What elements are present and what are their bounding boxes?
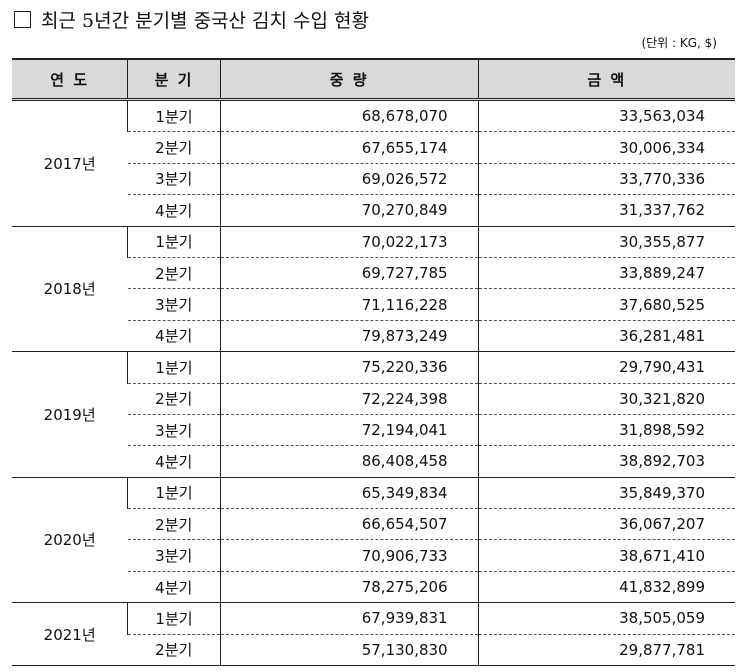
title: 최근 5년간 분기별 중국산 김치 수입 현황 — [14, 6, 369, 33]
table-body: 2017년 1분기 68,678,070 33,563,034 2분기 67,655,17… — [12, 99, 735, 667]
title-text: 최근 5년간 분기별 중국산 김치 수입 현황 — [41, 10, 370, 32]
quarter-cell: 2분기 — [127, 131, 221, 164]
column-header: 분 기 — [127, 58, 221, 101]
table-row: 2분기 72,224,398 30,321,820 — [12, 383, 735, 415]
quarter-cell: 4분기 — [127, 194, 221, 227]
table-row: 2분기 66,654,507 36,067,207 — [12, 508, 735, 541]
year-cell: 2017년 — [12, 99, 128, 227]
weight-cell: 65,349,834 — [219, 477, 479, 510]
amount-cell: 30,321,820 — [477, 383, 735, 415]
table-row: 2021년 1분기 67,939,831 38,505,059 — [12, 602, 735, 667]
quarter-cell: 1분기 — [127, 226, 221, 258]
quarter-cell: 3분기 — [127, 288, 221, 321]
table-row: 2분기 67,655,174 30,006,334 — [12, 131, 735, 164]
weight-cell: 57,130,830 — [219, 634, 479, 667]
table-row: 3분기 72,194,041 31,898,592 — [12, 414, 735, 447]
weight-cell: 68,678,070 — [219, 99, 479, 133]
weight-cell: 72,224,398 — [219, 383, 479, 415]
amount-cell: 33,563,034 — [477, 99, 735, 133]
quarter-cell: 2분기 — [127, 257, 221, 290]
title-box — [14, 11, 31, 28]
weight-cell: 66,654,507 — [219, 508, 479, 541]
column-header: 중 량 — [219, 58, 479, 101]
quarter-cell: 2분기 — [127, 634, 221, 667]
quarter-cell: 3분기 — [127, 163, 221, 196]
weight-cell: 69,026,572 — [219, 163, 479, 196]
year-cell: 2018년 — [12, 226, 128, 353]
amount-cell: 35,849,370 — [477, 477, 735, 510]
amount-cell: 38,505,059 — [477, 602, 735, 635]
amount-cell: 30,006,334 — [477, 131, 735, 164]
quarter-cell: 1분기 — [127, 477, 221, 510]
weight-cell: 70,270,849 — [219, 194, 479, 227]
column-header: 연 도 — [12, 58, 128, 101]
table-row: 3분기 71,116,228 37,680,525 — [12, 288, 735, 321]
quarter-cell: 3분기 — [127, 539, 221, 572]
unit-note: (단위 : KG, $) — [641, 36, 717, 50]
quarter-cell: 1분기 — [127, 602, 221, 635]
amount-cell: 30,355,877 — [477, 226, 735, 258]
weight-cell: 70,906,733 — [219, 539, 479, 572]
quarter-cell: 2분기 — [127, 383, 221, 415]
amount-cell: 38,892,703 — [477, 445, 735, 478]
table-row: 2분기 69,727,785 33,889,247 — [12, 257, 735, 290]
table-row: 4분기 86,408,458 38,892,703 — [12, 445, 735, 478]
amount-cell: 41,832,899 — [477, 571, 735, 604]
amount-cell: 29,877,781 — [477, 634, 735, 667]
weight-cell: 70,022,173 — [219, 226, 479, 258]
amount-cell: 31,337,762 — [477, 194, 735, 227]
weight-cell: 69,727,785 — [219, 257, 479, 290]
quarter-cell: 3분기 — [127, 414, 221, 447]
column-header: 금 액 — [477, 58, 735, 101]
amount-cell: 31,898,592 — [477, 414, 735, 447]
quarter-cell: 4분기 — [127, 320, 221, 353]
amount-cell: 29,790,431 — [477, 351, 735, 384]
table-row: 2분기 57,130,830 29,877,781 — [12, 634, 735, 667]
weight-cell: 86,408,458 — [219, 445, 479, 478]
amount-cell: 37,680,525 — [477, 288, 735, 321]
weight-cell: 67,939,831 — [219, 602, 479, 635]
amount-cell: 36,281,481 — [477, 320, 735, 353]
table-row: 3분기 70,906,733 38,671,410 — [12, 539, 735, 572]
year-cell: 2020년 — [12, 477, 128, 604]
weight-cell: 67,655,174 — [219, 131, 479, 164]
table-row: 4분기 78,275,206 41,832,899 — [12, 571, 735, 604]
year-cell: 2021년 — [12, 602, 128, 667]
amount-cell: 38,671,410 — [477, 539, 735, 572]
amount-cell: 36,067,207 — [477, 508, 735, 541]
year-cell: 2019년 — [12, 351, 128, 478]
weight-cell: 79,873,249 — [219, 320, 479, 353]
quarter-cell: 4분기 — [127, 571, 221, 604]
amount-cell: 33,889,247 — [477, 257, 735, 290]
table-row: 2017년 1분기 68,678,070 33,563,034 — [12, 99, 735, 227]
weight-cell: 78,275,206 — [219, 571, 479, 604]
table-row: 4분기 70,270,849 31,337,762 — [12, 194, 735, 227]
quarter-cell: 1분기 — [127, 351, 221, 384]
weight-cell: 71,116,228 — [219, 288, 479, 321]
quarter-cell: 4분기 — [127, 445, 221, 478]
amount-cell: 33,770,336 — [477, 163, 735, 196]
quarter-cell: 2분기 — [127, 508, 221, 541]
table-row: 2018년 1분기 70,022,173 30,355,877 — [12, 226, 735, 353]
table-row: 4분기 79,873,249 36,281,481 — [12, 320, 735, 353]
weight-cell: 75,220,336 — [219, 351, 479, 384]
table-row: 3분기 69,026,572 33,770,336 — [12, 163, 735, 196]
weight-cell: 72,194,041 — [219, 414, 479, 447]
table-row: 2020년 1분기 65,349,834 35,849,370 — [12, 477, 735, 604]
quarter-cell: 1분기 — [127, 99, 221, 133]
table-row: 2019년 1분기 75,220,336 29,790,431 — [12, 351, 735, 478]
